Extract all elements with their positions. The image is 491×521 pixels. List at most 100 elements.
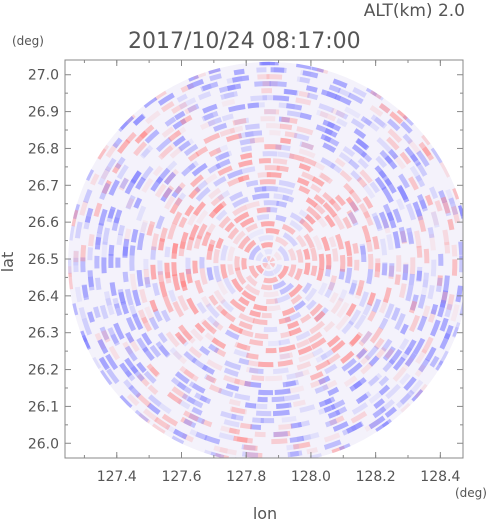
radar-cell — [178, 272, 187, 288]
radar-cell — [350, 421, 364, 432]
radar-cell — [234, 341, 248, 351]
radar-cell — [200, 318, 215, 333]
radar-cell — [171, 242, 179, 259]
radar-cell — [372, 215, 383, 232]
radar-cell — [359, 169, 373, 184]
radar-cell — [298, 352, 315, 363]
radar-cell — [244, 130, 263, 138]
radar-cell — [347, 92, 364, 105]
radar-cell — [353, 314, 367, 330]
radar-cell — [158, 237, 166, 251]
radar-cell — [223, 374, 241, 385]
radar-cell — [80, 159, 91, 174]
radar-cell — [266, 123, 281, 129]
radar-cell — [284, 131, 298, 139]
radar-cell — [129, 273, 138, 291]
radar-cell — [87, 311, 95, 323]
radar-cell — [382, 346, 396, 362]
radar-cell — [212, 320, 224, 331]
radar-cell — [400, 121, 413, 134]
radar-cell — [134, 130, 148, 144]
radar-cell — [309, 371, 324, 381]
radar-cell — [143, 268, 151, 285]
radar-cell — [225, 133, 243, 143]
radar-cell — [141, 177, 154, 193]
radar-cell — [273, 251, 282, 261]
radar-cell — [358, 202, 371, 219]
radar-cell — [324, 214, 336, 228]
radar-cell — [87, 247, 94, 261]
radar-cell — [110, 333, 120, 347]
radar-cell — [279, 282, 295, 295]
radar-cell — [245, 366, 259, 374]
radar-cell — [344, 106, 361, 119]
radar-cell — [417, 294, 426, 309]
y-tick-label: 26.2 — [28, 363, 59, 379]
radar-cell — [325, 418, 338, 428]
radar-cell — [180, 416, 193, 427]
radar-cell — [392, 208, 403, 223]
radar-cell — [258, 389, 274, 396]
radar-cell — [167, 129, 182, 142]
radar-cell — [194, 180, 208, 193]
radar-cell — [122, 341, 134, 356]
radar-cell — [349, 380, 363, 392]
radar-cell — [286, 457, 301, 458]
radar-cell — [238, 296, 250, 307]
radar-cell — [160, 309, 171, 323]
radar-cell — [469, 289, 477, 306]
radar-cell — [161, 413, 179, 427]
radar-cell — [69, 326, 81, 344]
radar-cell — [139, 219, 149, 233]
radar-cell — [405, 285, 414, 302]
y-tick-label: 26.0 — [28, 436, 59, 452]
radar-cell — [118, 394, 133, 410]
radar-cell — [318, 375, 331, 385]
radar-cell — [425, 346, 437, 362]
radar-cell — [278, 338, 291, 346]
radar-cell — [409, 379, 424, 395]
radar-cell — [399, 151, 412, 165]
radar-cell — [137, 309, 149, 325]
radar-cell — [417, 215, 427, 233]
radar-cell — [455, 177, 463, 192]
y-tick-label: 26.6 — [28, 215, 59, 231]
radar-cell — [186, 78, 205, 90]
radar-cell — [171, 185, 183, 199]
radar-cell — [417, 194, 428, 210]
radar-cell — [114, 156, 126, 170]
radar-cell — [303, 262, 311, 276]
radar-cell — [299, 141, 314, 151]
radar-cell — [391, 307, 401, 322]
radar-cell — [266, 74, 283, 80]
radar-cell — [283, 88, 298, 96]
radar-cell — [341, 320, 355, 335]
radar-cell — [301, 171, 316, 182]
radar-cell — [344, 240, 353, 257]
radar-cell — [246, 228, 264, 241]
radar-cell — [84, 168, 95, 182]
radar-cell — [287, 450, 300, 458]
radar-cell — [399, 389, 415, 405]
radar-cell — [304, 287, 318, 302]
radar-cell — [205, 302, 220, 319]
radar-cell — [400, 346, 413, 361]
radar-cell — [95, 147, 107, 160]
radar-cell — [362, 183, 376, 199]
radar-cell — [188, 186, 201, 200]
radar-cell — [99, 182, 111, 201]
radar-cell — [305, 197, 318, 208]
radar-cell — [295, 55, 309, 62]
radar-cell — [456, 333, 463, 347]
radar-cell — [232, 118, 247, 126]
radar-cell — [172, 274, 181, 291]
radar-cell — [157, 92, 175, 106]
radar-cell — [320, 133, 332, 143]
radar-cell — [444, 303, 453, 318]
radar-cell — [173, 126, 187, 138]
radar-cell — [172, 444, 185, 454]
radar-cell — [231, 278, 244, 293]
radar-cell — [430, 146, 444, 164]
radar-cell — [124, 288, 134, 306]
radar-cell — [146, 402, 161, 415]
